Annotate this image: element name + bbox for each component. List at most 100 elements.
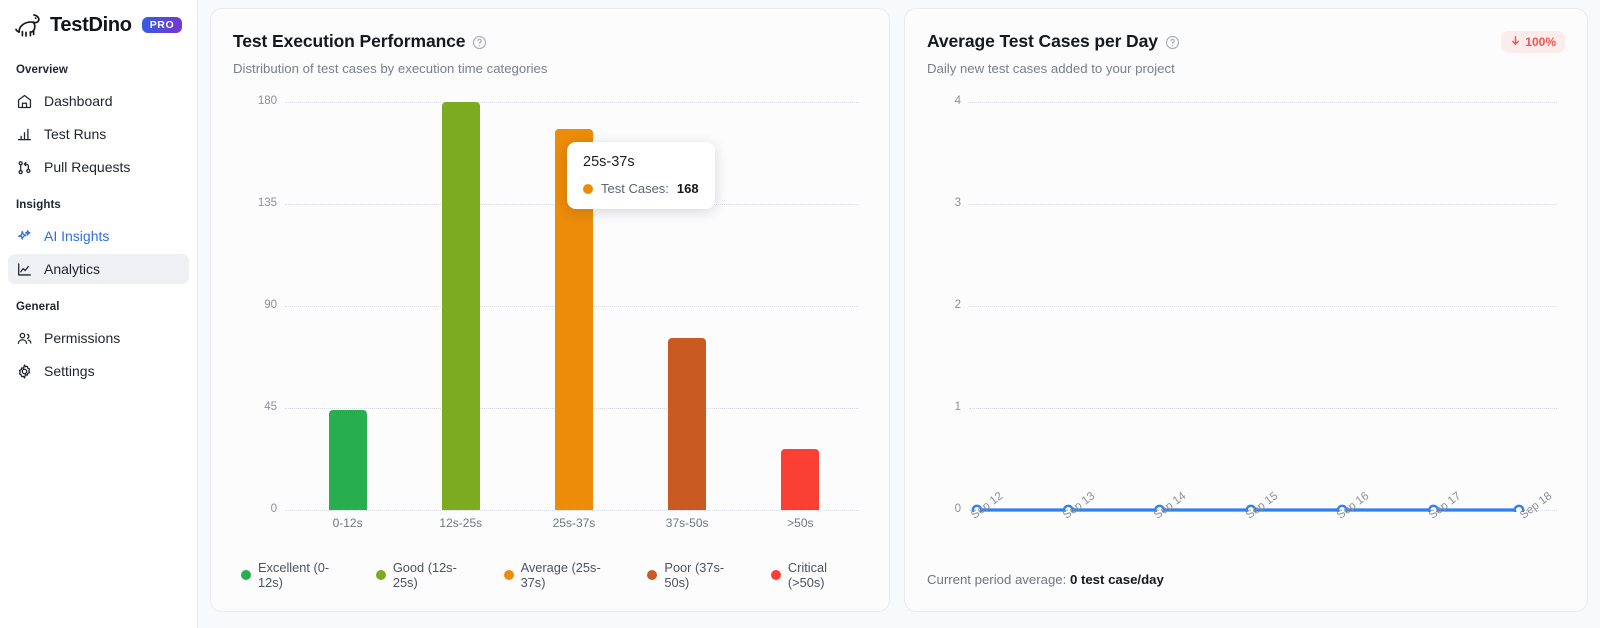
sidebar: TestDino PRO Overview Dashboard Test Run… xyxy=(0,0,198,628)
y-axis-tick: 90 xyxy=(264,299,277,311)
sidebar-item-label: Dashboard xyxy=(44,93,113,109)
sidebar-item-settings[interactable]: Settings xyxy=(8,356,189,386)
sidebar-item-dashboard[interactable]: Dashboard xyxy=(8,86,189,116)
users-icon xyxy=(16,330,33,347)
data-point xyxy=(1513,504,1525,512)
legend-label: Excellent (0-12s) xyxy=(258,560,330,590)
left-card-header: Test Execution Performance Distribution … xyxy=(233,31,867,76)
sidebar-item-label: Settings xyxy=(44,363,95,379)
right-card-title-row: Average Test Cases per Day xyxy=(927,31,1180,52)
legend-dot xyxy=(770,570,781,580)
legend-item-good[interactable]: Good (12s-25s) xyxy=(375,560,482,590)
y-axis-tick: 4 xyxy=(954,95,961,107)
bar-0-12s[interactable] xyxy=(328,410,367,510)
y-axis-tick: 1 xyxy=(954,401,961,413)
git-pull-request-icon xyxy=(16,159,33,176)
legend-label: Poor (37s-50s) xyxy=(664,560,725,590)
x-axis-tick: 12s-25s xyxy=(439,516,483,530)
sidebar-item-label: Permissions xyxy=(44,330,121,346)
sidebar-item-ai-insights[interactable]: AI Insights xyxy=(8,221,189,251)
chart-legend: Excellent (0-12s) Good (12s-25s) Average… xyxy=(233,560,867,590)
legend-dot xyxy=(241,570,251,580)
help-circle-icon[interactable] xyxy=(1165,34,1180,50)
bar-12s-25s[interactable] xyxy=(441,102,480,510)
tooltip-series-value: 168 xyxy=(676,181,699,196)
gridline xyxy=(969,408,1557,409)
sidebar-section-insights: Insights xyxy=(16,199,61,211)
chart-tooltip: 25s-37s Test Cases: 168 xyxy=(567,142,715,209)
gridline xyxy=(969,204,1557,205)
arrow-down-icon xyxy=(1510,35,1521,49)
x-axis-tick: 37s-50s xyxy=(665,516,709,530)
left-card-title-row: Test Execution Performance xyxy=(233,31,547,52)
line-chart: 4 3 2 1 0 Sep 12 Sep 13 xyxy=(927,94,1565,522)
main-content: Test Execution Performance Distribution … xyxy=(198,0,1600,628)
y-axis-tick: 135 xyxy=(257,197,277,209)
bar-chart-icon xyxy=(16,126,33,143)
legend-item-poor[interactable]: Poor (37s-50s) xyxy=(647,560,748,590)
help-circle-icon[interactable] xyxy=(472,34,487,50)
legend-item-excellent[interactable]: Excellent (0-12s) xyxy=(241,560,354,590)
y-axis-tick: 3 xyxy=(954,197,961,209)
bar-chart: 180 135 90 45 0 0-12s 12s-25s 25s-37s 37… xyxy=(233,94,867,530)
page-title: Average Test Cases per Day xyxy=(927,31,1158,51)
sidebar-item-test-runs[interactable]: Test Runs xyxy=(8,119,189,149)
sidebar-item-pull-requests[interactable]: Pull Requests xyxy=(8,152,189,182)
y-axis-tick: 0 xyxy=(954,503,961,515)
bar-gt50s[interactable] xyxy=(781,448,820,510)
gear-icon xyxy=(16,363,33,380)
x-axis-tick: 25s-37s xyxy=(552,516,596,530)
data-point xyxy=(1428,504,1439,512)
line-chart-icon xyxy=(16,261,33,278)
sidebar-section-overview: Overview xyxy=(16,64,68,76)
brand[interactable]: TestDino PRO xyxy=(8,0,189,44)
sidebar-item-label: Analytics xyxy=(44,261,101,277)
data-point xyxy=(1154,504,1165,512)
legend-dot xyxy=(375,570,386,580)
period-average-value: 0 test case/day xyxy=(1069,572,1164,587)
legend-dot xyxy=(503,570,514,580)
period-average-label: Current period average: xyxy=(927,572,1067,587)
home-icon xyxy=(16,93,33,110)
data-point xyxy=(971,504,983,512)
legend-item-average[interactable]: Average (25s-37s) xyxy=(503,560,626,590)
bar-slot xyxy=(299,102,395,510)
right-card-header: Average Test Cases per Day Daily new tes… xyxy=(927,31,1565,76)
sidebar-item-label: Test Runs xyxy=(44,126,107,142)
gridline xyxy=(969,306,1557,307)
tooltip-series-label: Test Cases: xyxy=(601,181,669,196)
sidebar-item-analytics[interactable]: Analytics xyxy=(8,254,189,284)
bar-slot xyxy=(413,102,509,510)
legend-item-critical[interactable]: Critical (>50s) xyxy=(770,560,867,590)
status-badge: 100% xyxy=(1501,31,1565,53)
data-point xyxy=(1062,504,1074,512)
y-axis-tick: 0 xyxy=(270,503,277,515)
data-point xyxy=(1245,504,1257,512)
left-card-subtitle: Distribution of test cases by execution … xyxy=(233,61,548,76)
sidebar-item-permissions[interactable]: Permissions xyxy=(8,323,189,353)
x-axis-tick: 0-12s xyxy=(332,516,363,530)
bar-slot xyxy=(752,102,848,510)
brand-name: TestDino xyxy=(50,13,132,36)
test-execution-performance-card: Test Execution Performance Distribution … xyxy=(210,8,890,612)
pro-badge: PRO xyxy=(141,16,183,34)
legend-label: Good (12s-25s) xyxy=(392,560,457,590)
gridline xyxy=(969,102,1557,103)
bar-slot xyxy=(639,102,735,510)
bar-37s-50s[interactable] xyxy=(668,337,707,510)
tooltip-row: Test Cases: 168 xyxy=(583,181,699,196)
status-badge-text: 100% xyxy=(1525,35,1556,49)
data-point xyxy=(1336,504,1348,512)
line-series[interactable] xyxy=(969,94,1527,512)
period-average-note: Current period average: 0 test case/day xyxy=(927,572,1164,587)
average-test-cases-per-day-card: Average Test Cases per Day Daily new tes… xyxy=(904,8,1588,612)
sidebar-section-general: General xyxy=(16,301,60,313)
y-axis-tick: 180 xyxy=(257,95,277,107)
tooltip-title: 25s-37s xyxy=(583,154,635,170)
gridline xyxy=(285,102,859,103)
legend-label: Average (25s-37s) xyxy=(520,560,601,590)
gridline xyxy=(285,510,859,511)
right-card-subtitle: Daily new test cases added to your proje… xyxy=(927,61,1175,76)
y-axis-tick: 45 xyxy=(264,401,277,413)
